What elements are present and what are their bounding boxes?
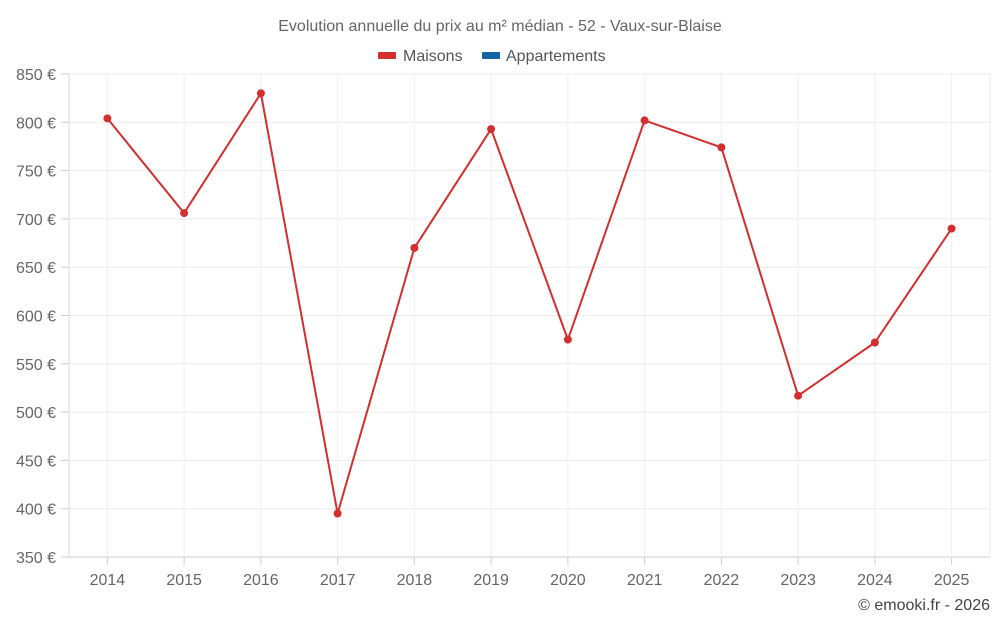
x-tick-label-2018: 2018 xyxy=(397,572,433,589)
y-tick-label: 600 € xyxy=(16,309,56,326)
x-tick-label-2019: 2019 xyxy=(473,572,509,589)
y-tick-label: 350 € xyxy=(16,550,56,567)
y-tick-label: 550 € xyxy=(16,357,56,374)
legend-label-appartements: Appartements xyxy=(506,48,606,65)
data-point-maisons-2024[interactable] xyxy=(870,338,879,347)
data-point-maisons-2021[interactable] xyxy=(640,116,649,125)
legend-label-maisons: Maisons xyxy=(403,48,463,65)
x-tick-label-2015: 2015 xyxy=(166,572,202,589)
series-layer xyxy=(103,89,956,518)
x-tick-label-2020: 2020 xyxy=(550,572,586,589)
x-tick-label-2022: 2022 xyxy=(704,572,740,589)
data-point-maisons-2019[interactable] xyxy=(487,125,496,134)
y-tick-label: 500 € xyxy=(16,405,56,422)
x-tick-label-2025: 2025 xyxy=(934,572,970,589)
data-point-maisons-2022[interactable] xyxy=(717,143,726,152)
legend-swatch-maisons xyxy=(378,52,396,59)
data-point-maisons-2023[interactable] xyxy=(794,391,803,400)
series-line-maisons xyxy=(106,92,953,515)
x-tick-label-2017: 2017 xyxy=(320,572,356,589)
x-tick-label-2023: 2023 xyxy=(780,572,816,589)
y-tick-label: 800 € xyxy=(16,115,56,132)
axes: 350 € 400 € 450 € 500 € 550 € 600 € 650 € 700 €… xyxy=(16,67,991,589)
data-point-maisons-2015[interactable] xyxy=(180,209,189,218)
y-tick-label: 450 € xyxy=(16,453,56,470)
data-point-maisons-2017[interactable] xyxy=(333,509,342,518)
footer-source: © emooki.fr - 2026 xyxy=(858,597,990,614)
data-point-maisons-2018[interactable] xyxy=(410,243,419,252)
data-point-maisons-2020[interactable] xyxy=(563,335,572,344)
y-tick-label: 650 € xyxy=(16,260,56,277)
data-point-maisons-2014[interactable] xyxy=(103,114,112,123)
y-tick-label: 400 € xyxy=(16,502,56,519)
x-tick-label-2014: 2014 xyxy=(90,572,126,589)
legend-item-maisons[interactable]: Maisons xyxy=(378,48,463,65)
x-tick-label-2024: 2024 xyxy=(857,572,893,589)
data-point-maisons-2016[interactable] xyxy=(256,89,265,98)
x-tick-label-2016: 2016 xyxy=(243,572,279,589)
grid xyxy=(69,73,990,558)
y-tick-label: 700 € xyxy=(16,212,56,229)
y-tick-label: 750 € xyxy=(16,164,56,181)
legend: Maisons Appartements xyxy=(378,48,606,65)
legend-item-appartements[interactable]: Appartements xyxy=(482,48,606,65)
data-point-maisons-2025[interactable] xyxy=(947,224,956,233)
legend-swatch-appartements xyxy=(482,52,500,59)
y-tick-label: 850 € xyxy=(16,67,56,84)
chart-title: Evolution annuelle du prix au m² médian … xyxy=(278,18,722,35)
x-tick-label-2021: 2021 xyxy=(627,572,663,589)
